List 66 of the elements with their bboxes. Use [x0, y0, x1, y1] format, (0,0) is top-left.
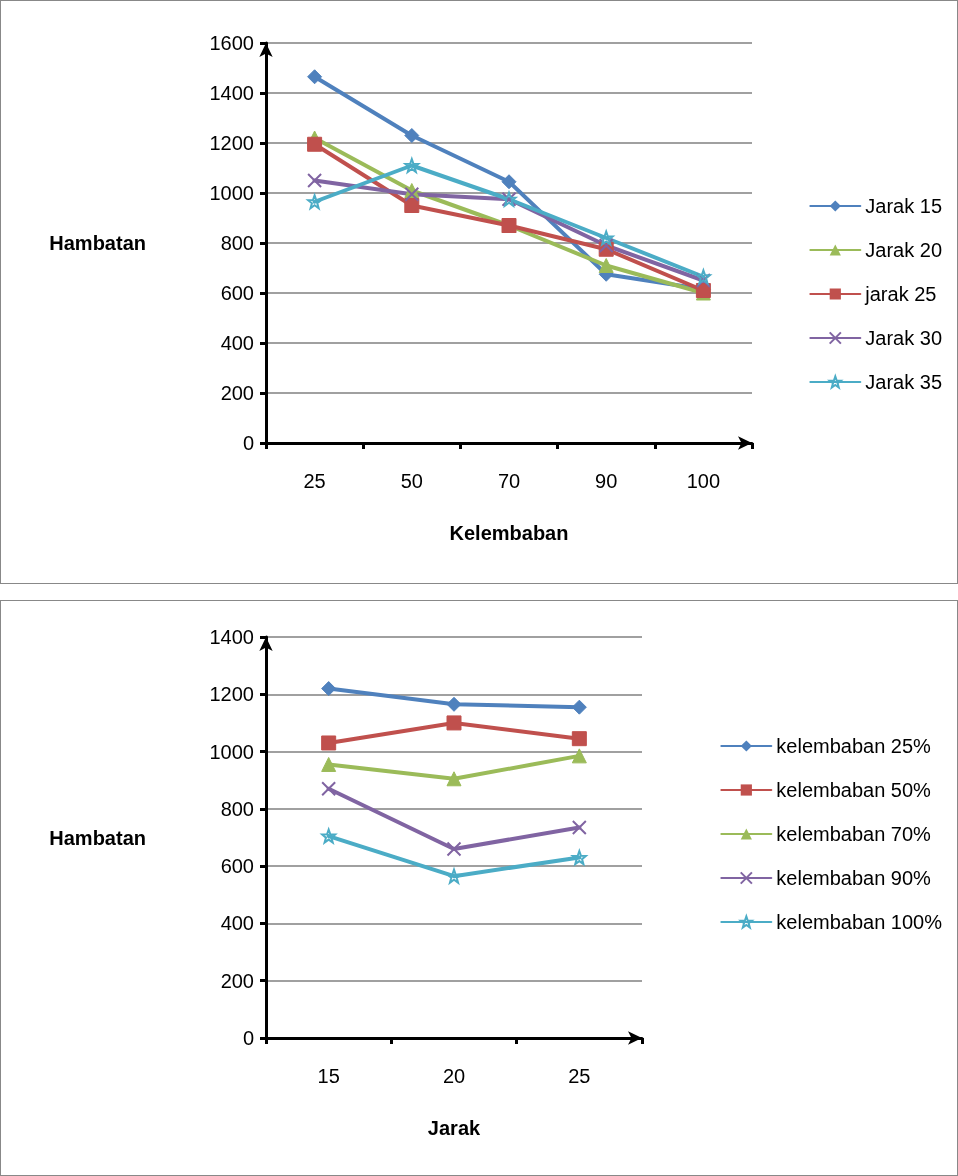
point — [571, 731, 587, 747]
legend-label: Jarak 20 — [865, 239, 943, 261]
point — [446, 696, 462, 712]
point — [404, 158, 420, 173]
legend-label: kelembaban 90% — [776, 867, 932, 889]
y-tick-label: 600 — [220, 855, 254, 878]
legend-label: jarak 25 — [864, 283, 937, 305]
legend-label: Jarak 30 — [865, 327, 943, 349]
y-tick-label: 800 — [220, 232, 254, 254]
point — [321, 756, 337, 772]
point — [446, 868, 462, 884]
y-tick-label: 200 — [220, 969, 254, 992]
x-tick-label: 90 — [595, 470, 618, 492]
y-tick-label: 1200 — [209, 132, 254, 154]
x-axis-title: Jarak — [427, 1117, 482, 1139]
x-tick-label: 25 — [303, 470, 326, 492]
point — [571, 819, 587, 835]
point — [571, 748, 587, 764]
y-tick-label: 0 — [242, 1027, 254, 1049]
point — [307, 194, 323, 210]
x-tick-label: 70 — [497, 470, 521, 492]
y-axis-title: Hambatan — [49, 826, 146, 849]
y-tick-label: 200 — [220, 382, 254, 404]
legend-label: kelembaban 25% — [776, 735, 932, 757]
point — [307, 69, 323, 85]
y-tick-label: 400 — [220, 332, 254, 354]
y-tick-label: 400 — [220, 912, 254, 935]
point — [446, 841, 462, 857]
x-tick-label: 25 — [568, 1065, 591, 1087]
y-tick-label: 800 — [220, 797, 254, 820]
point — [321, 781, 337, 797]
y-tick-label: 1400 — [209, 626, 254, 648]
point — [446, 715, 462, 731]
point — [321, 681, 337, 697]
point — [321, 735, 337, 751]
legend-label: kelembaban 50% — [776, 779, 932, 801]
point — [404, 198, 420, 213]
y-tick-label: 1000 — [209, 740, 254, 763]
y-axis-title: Hambatan — [49, 232, 146, 254]
y-tick-label: 1400 — [209, 82, 254, 104]
y-tick-label: 1200 — [209, 683, 254, 706]
point — [598, 230, 614, 246]
x-tick-label: 15 — [317, 1065, 340, 1087]
x-axis-title: Kelembaban — [449, 522, 569, 544]
y-tick-label: 1000 — [209, 182, 254, 204]
y-tick-label: 600 — [220, 282, 254, 304]
point — [446, 771, 462, 787]
legend-label: kelembaban 70% — [776, 823, 932, 845]
x-tick-label: 20 — [442, 1065, 466, 1087]
point — [695, 269, 711, 285]
point — [598, 238, 614, 253]
x-tick-label: 100 — [686, 470, 721, 492]
y-tick-label: 1600 — [209, 32, 254, 54]
point — [571, 850, 587, 866]
point — [404, 128, 420, 143]
point — [404, 186, 420, 202]
point — [307, 173, 323, 188]
point — [598, 258, 614, 273]
point — [571, 699, 587, 715]
point — [307, 136, 323, 152]
legend-label: kelembaban 100% — [776, 911, 943, 933]
legend-label: Jarak 35 — [865, 371, 943, 393]
legend-label: Jarak 15 — [865, 195, 943, 217]
x-tick-label: 50 — [400, 470, 423, 492]
point — [501, 174, 517, 190]
y-tick-label: 0 — [242, 432, 254, 454]
